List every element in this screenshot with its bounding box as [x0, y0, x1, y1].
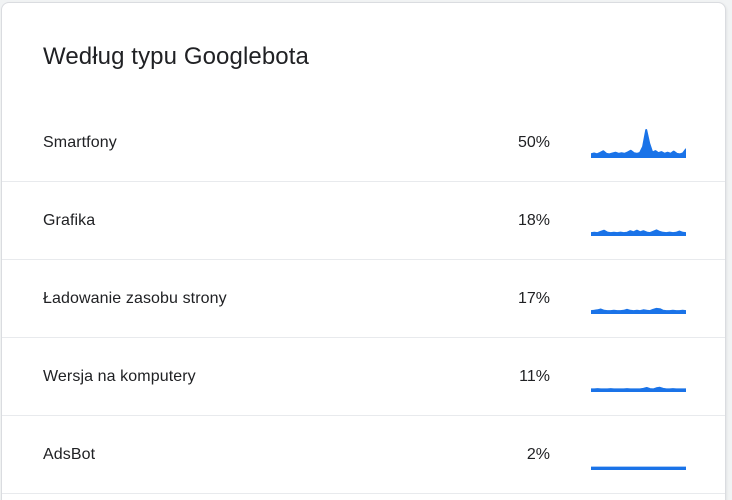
sparkline-chart [591, 127, 686, 159]
table-row-ladowanie-zasobu-strony[interactable]: Ładowanie zasobu strony 17% [2, 260, 725, 338]
row-percent: 2% [526, 445, 550, 463]
row-label: Wersja na komputery [43, 367, 196, 385]
row-percent: 50% [517, 133, 550, 151]
table-row-smartfony[interactable]: Smartfony 50% [2, 104, 725, 182]
row-label: Smartfony [43, 133, 117, 151]
row-label: Grafika [43, 211, 96, 229]
sparkline-chart [591, 205, 686, 237]
card-title: Według typu Googlebota [43, 43, 309, 70]
row-percent: 18% [517, 211, 550, 229]
row-label: AdsBot [43, 445, 96, 463]
table-row-wersja-na-komputery[interactable]: Wersja na komputery 11% [2, 338, 725, 416]
row-percent: 17% [517, 289, 550, 307]
sparkline-chart [591, 361, 686, 393]
sparkline-chart [591, 283, 686, 315]
table-row-adsbot[interactable]: AdsBot 2% [2, 416, 725, 494]
table-row-grafika[interactable]: Grafika 18% [2, 182, 725, 260]
row-label: Ładowanie zasobu strony [43, 289, 227, 307]
card-header: Według typu Googlebota [2, 3, 725, 104]
row-percent: 11% [519, 367, 550, 385]
sparkline-chart [591, 439, 686, 471]
